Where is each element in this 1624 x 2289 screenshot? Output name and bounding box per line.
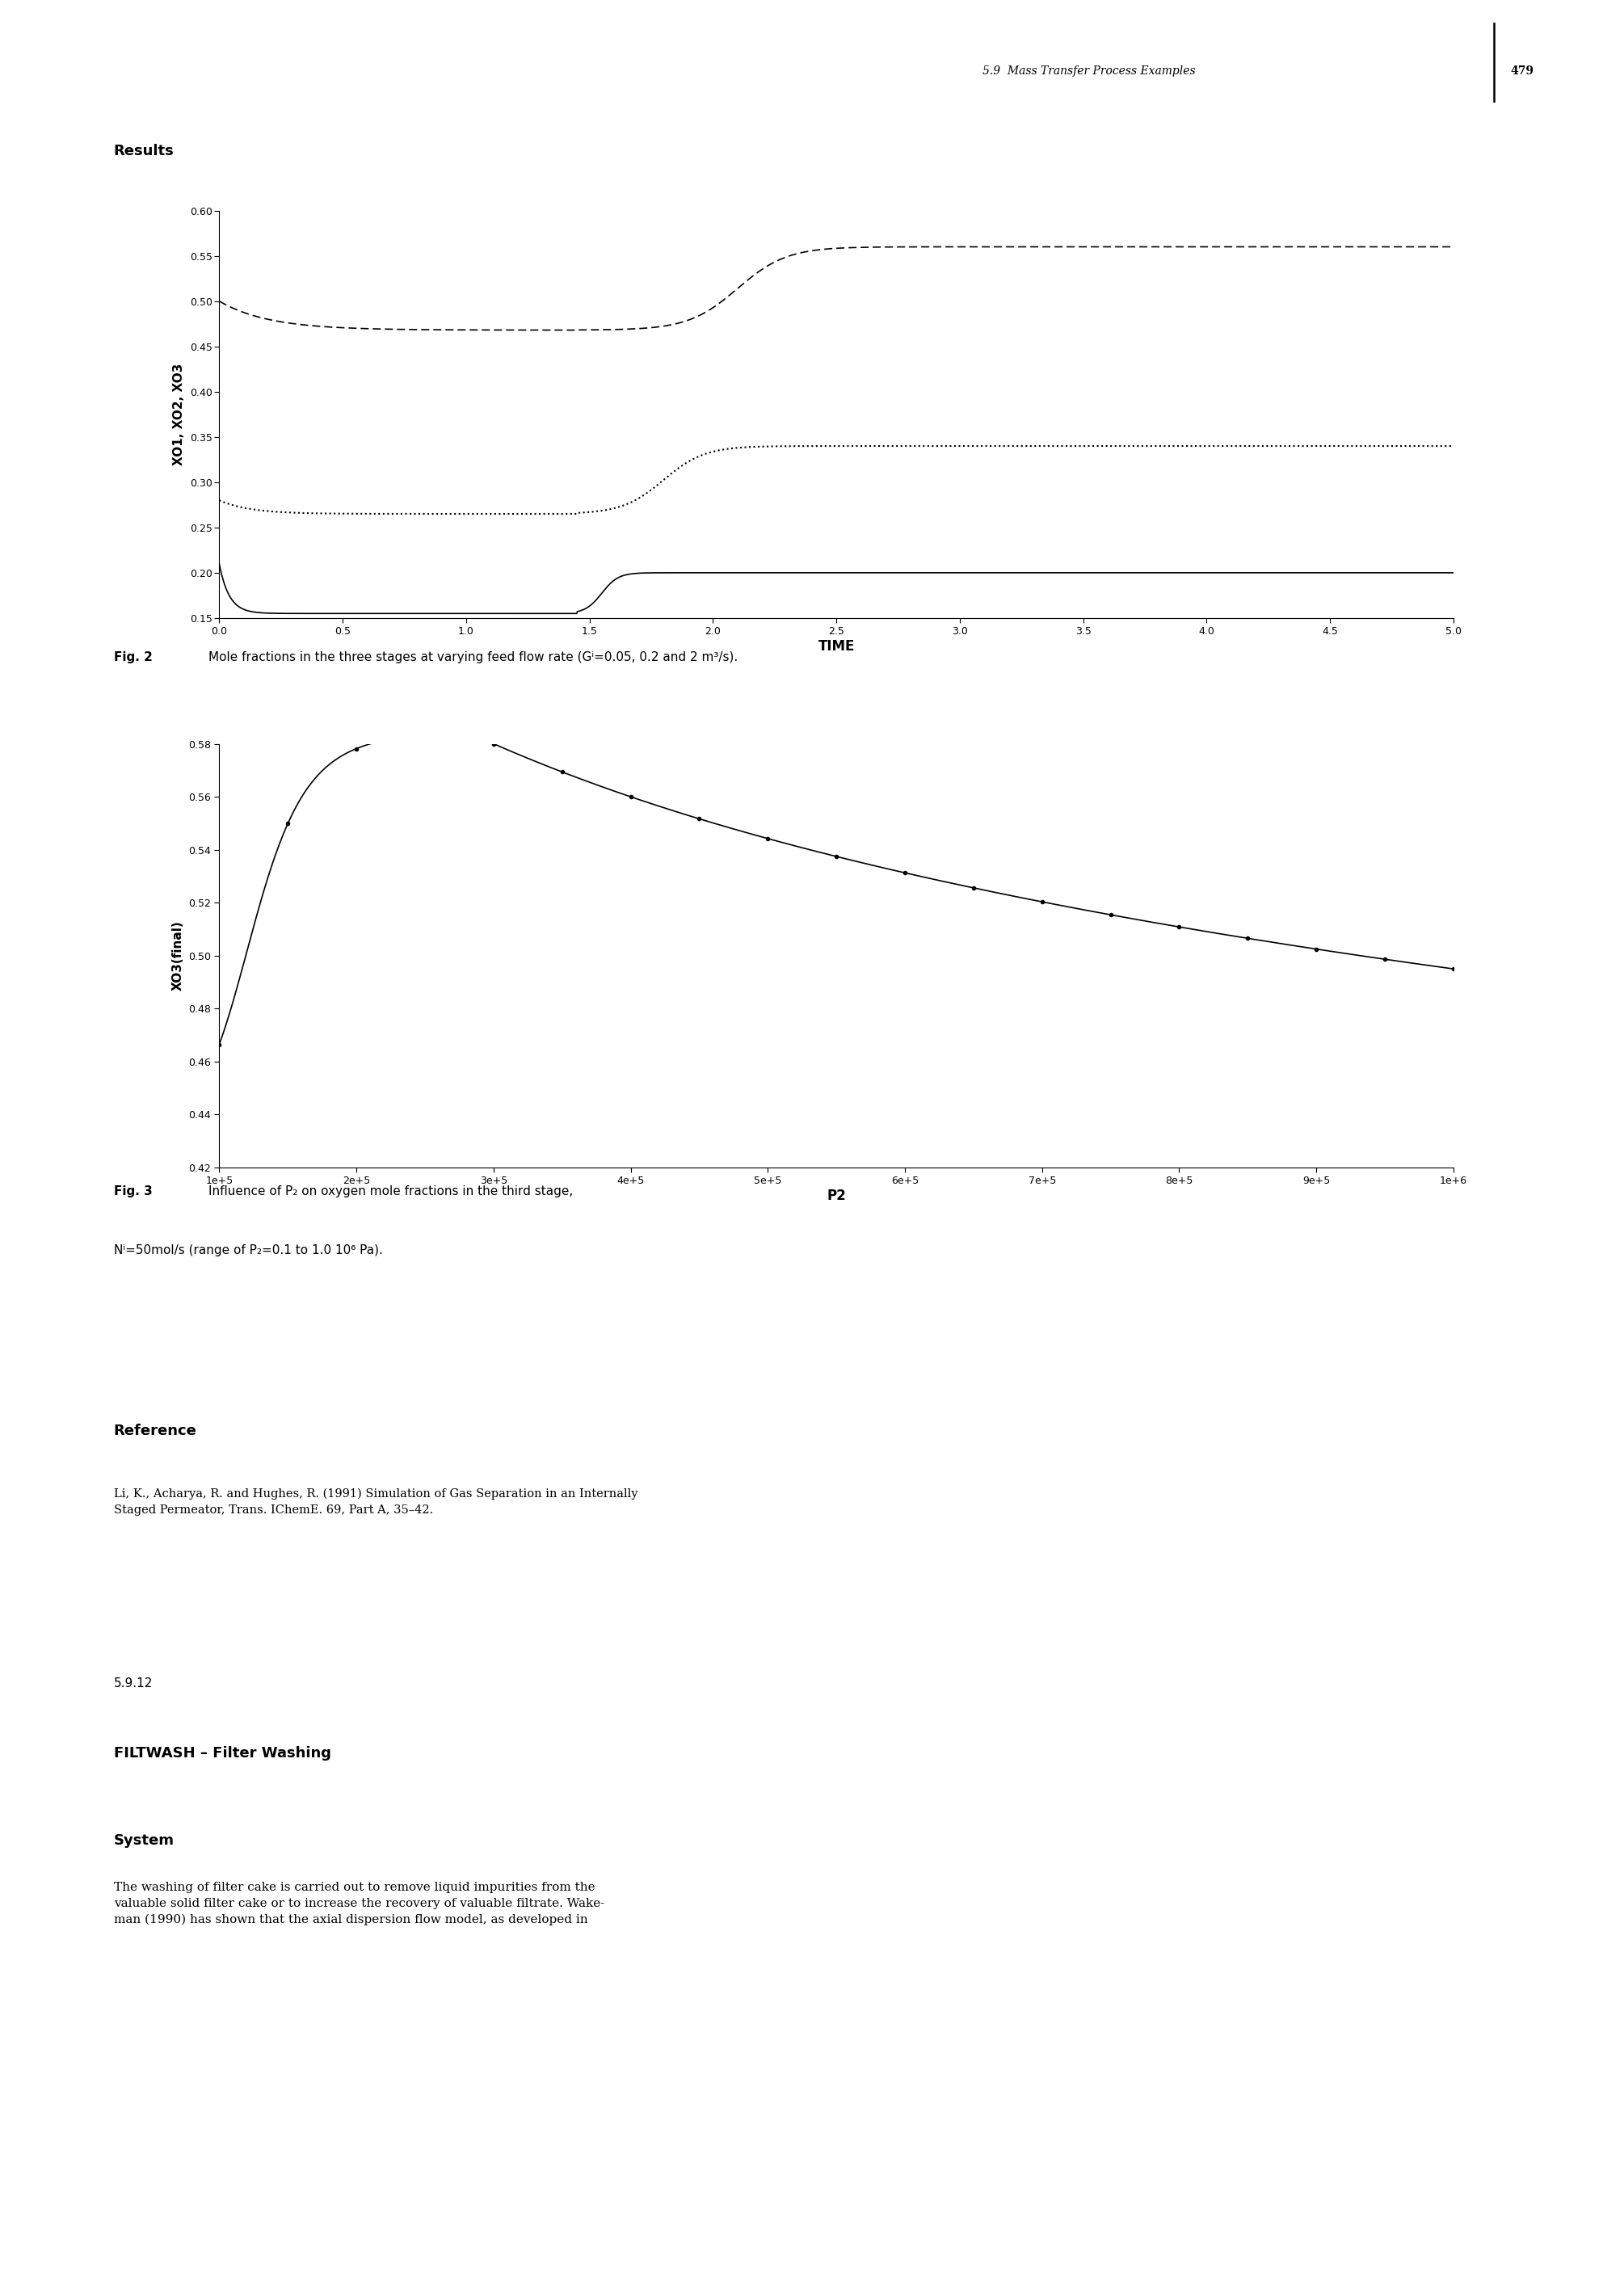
Text: The washing of filter cake is carried out to remove liquid impurities from the
v: The washing of filter cake is carried ou… bbox=[114, 1882, 604, 1925]
Text: FILTWASH – Filter Washing: FILTWASH – Filter Washing bbox=[114, 1747, 331, 1760]
Text: Nⁱ=50mol/s (range of P₂=0.1 to 1.0 10⁶ Pa).: Nⁱ=50mol/s (range of P₂=0.1 to 1.0 10⁶ P… bbox=[114, 1245, 383, 1257]
Text: 5.9  Mass Transfer Process Examples: 5.9 Mass Transfer Process Examples bbox=[983, 66, 1195, 76]
Text: Li, K., Acharya, R. and Hughes, R. (1991) Simulation of Gas Separation in an Int: Li, K., Acharya, R. and Hughes, R. (1991… bbox=[114, 1488, 638, 1515]
Text: 5.9.12: 5.9.12 bbox=[114, 1678, 153, 1689]
X-axis label: TIME: TIME bbox=[818, 639, 854, 655]
Text: Influence of P₂ on oxygen mole fractions in the third stage,: Influence of P₂ on oxygen mole fractions… bbox=[208, 1186, 573, 1197]
Text: Reference: Reference bbox=[114, 1424, 197, 1437]
Text: Fig. 3: Fig. 3 bbox=[114, 1186, 153, 1197]
Text: Mole fractions in the three stages at varying feed flow rate (Gⁱ=0.05, 0.2 and 2: Mole fractions in the three stages at va… bbox=[208, 650, 737, 664]
Text: 479: 479 bbox=[1510, 66, 1533, 76]
Y-axis label: XO3(final): XO3(final) bbox=[172, 920, 184, 991]
Text: Results: Results bbox=[114, 144, 174, 158]
Text: Fig. 2: Fig. 2 bbox=[114, 650, 153, 664]
Text: System: System bbox=[114, 1833, 174, 1847]
X-axis label: P2: P2 bbox=[827, 1188, 846, 1204]
Y-axis label: XO1, XO2, XO3: XO1, XO2, XO3 bbox=[174, 364, 185, 465]
